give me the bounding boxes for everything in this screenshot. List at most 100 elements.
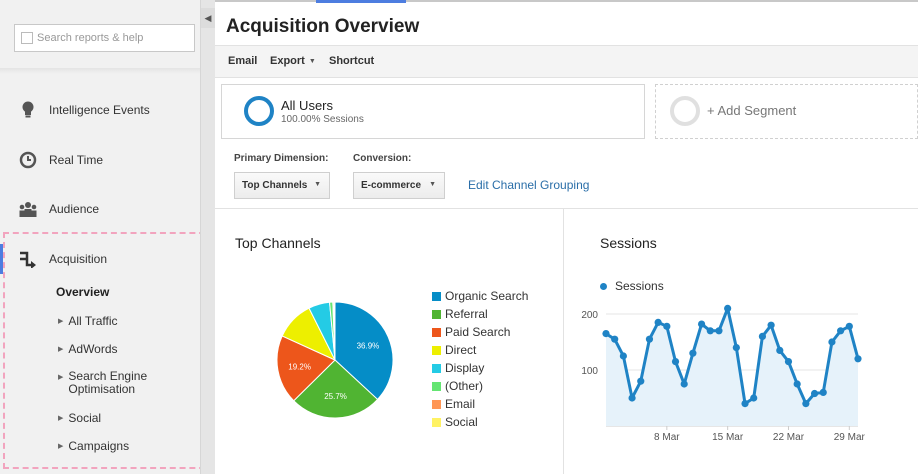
data-point[interactable]	[645, 335, 654, 343]
x-tick-label: 15 Mar	[712, 432, 744, 443]
sidebar-subitem-overview[interactable]: Overview	[56, 285, 110, 299]
legend-swatch	[432, 345, 441, 355]
data-point[interactable]	[697, 320, 706, 328]
pie-data-label: 25.7%	[324, 392, 347, 401]
page-title: Acquisition Overview	[226, 16, 420, 37]
data-point[interactable]	[793, 380, 801, 388]
top-channels-pie-chart[interactable]: 36.9% 25.7% 19.2%	[270, 295, 400, 425]
data-point[interactable]	[784, 358, 793, 366]
export-button[interactable]: Export ▼	[270, 55, 316, 67]
legend-label: Referral	[445, 307, 488, 321]
data-point[interactable]	[619, 352, 627, 360]
panel-divider-vertical	[563, 208, 564, 474]
pie-data-label: 36.9%	[357, 342, 380, 351]
sidebar-item-label: Audience	[49, 202, 100, 216]
data-point[interactable]	[758, 332, 767, 340]
sidebar-subitem-adwords[interactable]: ▶ AdWords	[58, 342, 118, 356]
top-border	[215, 0, 918, 2]
sidebar-subitem-social[interactable]: ▶ Social	[58, 411, 101, 425]
search-box[interactable]	[14, 24, 195, 52]
legend-item[interactable]: (Other)	[432, 379, 483, 393]
search-input[interactable]	[37, 25, 193, 51]
active-indicator	[0, 244, 3, 274]
data-point[interactable]	[854, 355, 862, 363]
data-point[interactable]	[845, 322, 853, 330]
y-tick-label: 200	[581, 310, 598, 321]
email-button[interactable]: Email	[228, 55, 258, 67]
data-point[interactable]	[663, 322, 671, 330]
sidebar-item-real-time[interactable]: Real Time	[0, 144, 200, 176]
data-point[interactable]	[671, 358, 680, 366]
data-point[interactable]	[637, 377, 645, 385]
data-point[interactable]	[602, 330, 610, 338]
data-point[interactable]	[680, 380, 688, 388]
edit-channel-grouping-link[interactable]: Edit Channel Grouping	[468, 178, 590, 192]
data-point[interactable]	[611, 335, 619, 343]
caret-down-icon: ▼	[308, 58, 316, 65]
sidebar-subitem-campaigns[interactable]: ▶ Campaigns	[58, 439, 129, 453]
data-point[interactable]	[689, 349, 697, 357]
primary-dimension-dropdown[interactable]: Top Channels ▼	[234, 172, 330, 199]
data-point[interactable]	[628, 394, 636, 402]
x-tick-label: 29 Mar	[834, 432, 866, 443]
data-point[interactable]	[776, 346, 784, 354]
caret-down-icon: ▼	[314, 181, 321, 188]
legend-label: (Other)	[445, 379, 484, 393]
conversion-dropdown[interactable]: E-commerce ▼	[353, 172, 445, 199]
sidebar-item-label: Intelligence Events	[49, 103, 150, 117]
sidebar-subitem-label: All Traffic	[68, 314, 118, 328]
data-point[interactable]	[715, 327, 723, 335]
collapse-sidebar-button[interactable]: ◀	[201, 8, 215, 28]
data-point[interactable]	[767, 321, 775, 329]
legend-item[interactable]: Social	[432, 415, 478, 429]
data-point[interactable]	[654, 318, 662, 326]
sessions-line-chart[interactable]: 100 200 8 Mar 15 Mar 22 Mar 29 Mar	[576, 300, 876, 450]
segment-name: All Users	[281, 98, 334, 113]
sidebar-item-audience[interactable]: Audience	[0, 193, 200, 225]
sessions-legend: Sessions	[600, 279, 664, 293]
pie-slice-social[interactable]	[333, 301, 336, 361]
legend-swatch	[432, 309, 441, 319]
data-point[interactable]	[828, 338, 836, 346]
sidebar-item-intelligence-events[interactable]: Intelligence Events	[0, 94, 200, 126]
data-point[interactable]	[706, 327, 714, 335]
legend-label: Email	[445, 397, 476, 411]
legend-swatch	[432, 417, 441, 427]
sidebar-subitem-label: Campaigns	[68, 439, 130, 453]
expand-triangle-icon: ▶	[58, 346, 64, 353]
expand-triangle-icon: ▶	[58, 318, 64, 325]
data-point[interactable]	[810, 389, 819, 398]
legend-item[interactable]: Referral	[432, 307, 488, 321]
legend-label: Paid Search	[445, 325, 511, 339]
data-point[interactable]	[837, 327, 845, 335]
data-point[interactable]	[819, 388, 827, 396]
data-point[interactable]	[750, 394, 758, 402]
caret-down-icon: ▼	[429, 181, 436, 188]
legend-item[interactable]: Email	[432, 397, 475, 411]
data-point[interactable]	[732, 344, 740, 352]
sidebar-subitem-label: Social	[68, 411, 102, 425]
expand-triangle-icon: ▶	[58, 374, 64, 381]
shortcut-button[interactable]: Shortcut	[329, 55, 375, 67]
add-segment-button[interactable]: + Add Segment	[655, 84, 918, 139]
legend-item[interactable]: Display	[432, 361, 484, 375]
sessions-legend-label: Sessions	[615, 279, 664, 293]
add-segment-label: + Add Segment	[707, 103, 797, 118]
expand-triangle-icon: ▶	[58, 443, 64, 450]
segment-all-users[interactable]: All Users 100.00% Sessions	[221, 84, 645, 139]
data-point[interactable]	[724, 304, 732, 312]
pie-slice-paid-search[interactable]	[276, 335, 336, 402]
legend-item[interactable]: Paid Search	[432, 325, 510, 339]
sidebar-item-acquisition[interactable]: Acquisition	[0, 243, 200, 275]
pie-slice-organic-search[interactable]	[334, 301, 394, 401]
data-point[interactable]	[741, 400, 749, 408]
people-icon	[18, 199, 38, 219]
sidebar-collapse-strip: ◀	[200, 0, 215, 474]
legend-item[interactable]: Direct	[432, 343, 476, 357]
legend-item[interactable]: Organic Search	[432, 289, 528, 303]
sidebar-subitem-seo[interactable]: ▶ Search Engine Optimisation	[58, 370, 147, 396]
data-point[interactable]	[802, 400, 810, 408]
y-tick-label: 100	[581, 366, 598, 377]
pie-slice-referral[interactable]	[293, 359, 379, 419]
sidebar-subitem-all-traffic[interactable]: ▶ All Traffic	[58, 314, 118, 328]
